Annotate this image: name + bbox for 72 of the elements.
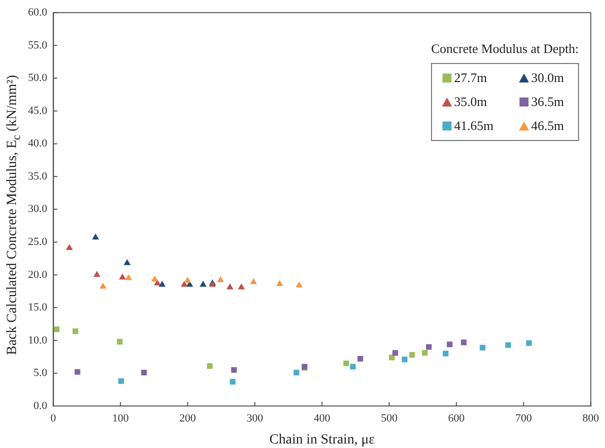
legend-label: 36.5m xyxy=(531,94,564,110)
point xyxy=(93,270,100,277)
x-tick-label: 100 xyxy=(112,412,130,424)
legend-label: 30.0m xyxy=(531,70,564,86)
y-tick-label: 40.0 xyxy=(28,138,48,150)
x-tick-label: 700 xyxy=(515,412,532,424)
point xyxy=(125,274,132,280)
point xyxy=(276,280,284,286)
point xyxy=(409,352,415,358)
point xyxy=(74,369,80,375)
point xyxy=(200,280,207,287)
x-tick-label: 300 xyxy=(246,412,264,424)
point xyxy=(118,378,124,384)
point xyxy=(226,283,234,290)
y-tick-label: 5.0 xyxy=(34,367,48,380)
point xyxy=(72,328,78,334)
x-tick-label: 500 xyxy=(380,412,398,424)
point xyxy=(422,350,428,356)
x-tick-label: 600 xyxy=(448,412,466,424)
point xyxy=(426,344,432,350)
y-tick-label: 20.0 xyxy=(28,268,48,281)
y-tick-label: 45.0 xyxy=(28,104,48,117)
point xyxy=(442,350,448,356)
point xyxy=(294,370,300,376)
point xyxy=(392,350,398,356)
point xyxy=(357,356,364,362)
point xyxy=(505,342,511,348)
legend-label: 41.65m xyxy=(454,118,494,134)
y-tick-label: 35.0 xyxy=(28,170,48,182)
point xyxy=(446,342,452,348)
point xyxy=(350,364,356,370)
x-tick-label: 400 xyxy=(314,412,331,424)
y-tick-label: 60.0 xyxy=(28,6,48,18)
point xyxy=(206,363,213,369)
point xyxy=(250,278,257,284)
x-tick-label: 200 xyxy=(179,412,196,424)
x-tick-label: 0 xyxy=(50,412,56,424)
point xyxy=(526,340,532,346)
point xyxy=(124,259,131,266)
legend-label: 46.5m xyxy=(531,118,564,134)
y-tick-label: 55.0 xyxy=(28,39,48,52)
point xyxy=(343,360,350,366)
legend-label: 35.0m xyxy=(454,94,487,110)
point xyxy=(66,244,73,250)
legend-label: 27.7m xyxy=(454,70,487,86)
point xyxy=(230,378,236,385)
point xyxy=(141,370,147,376)
y-tick-label: 25.0 xyxy=(28,236,48,248)
y-tick-label: 50.0 xyxy=(28,72,48,84)
point xyxy=(116,338,123,345)
point xyxy=(231,367,237,373)
point xyxy=(402,356,408,362)
y-tick-label: 15.0 xyxy=(28,302,48,314)
point xyxy=(238,283,245,290)
point xyxy=(460,340,467,346)
point xyxy=(92,233,100,240)
point xyxy=(100,282,106,289)
point xyxy=(217,276,224,282)
y-tick-label: 10.0 xyxy=(28,334,48,346)
y-tick-label: 0.0 xyxy=(34,400,48,412)
point xyxy=(151,275,158,282)
y-tick-label: 30.0 xyxy=(28,203,48,216)
point xyxy=(184,276,192,283)
point xyxy=(480,344,486,350)
point xyxy=(296,281,303,288)
x-tick-label: 800 xyxy=(582,412,600,424)
point xyxy=(389,354,395,360)
point xyxy=(154,279,161,286)
legend-title: Concrete Modulus at Depth: xyxy=(431,40,579,57)
point xyxy=(54,326,60,332)
x-axis-title: Chain in Strain, με xyxy=(269,432,375,448)
point xyxy=(118,273,126,280)
